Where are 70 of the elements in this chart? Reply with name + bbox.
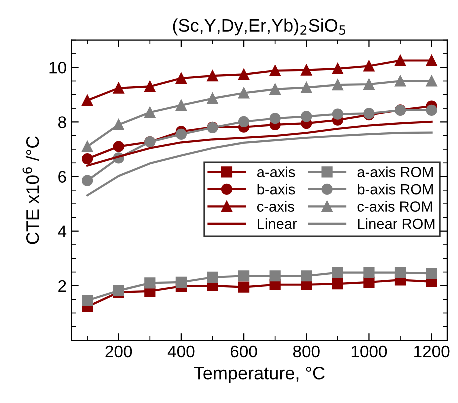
point <box>394 55 406 66</box>
point <box>113 119 124 130</box>
point <box>364 267 375 278</box>
point <box>207 272 218 284</box>
point <box>176 100 187 112</box>
line-series <box>86 132 433 197</box>
point <box>270 113 281 124</box>
point <box>394 267 406 278</box>
point <box>144 81 156 92</box>
point <box>270 84 281 95</box>
point <box>301 82 312 94</box>
point <box>82 175 94 186</box>
point <box>176 128 187 140</box>
point <box>426 268 438 280</box>
point <box>270 65 281 76</box>
legend-label: c-axis <box>257 201 294 212</box>
point <box>113 141 124 152</box>
point <box>176 72 187 84</box>
point <box>207 93 218 104</box>
y-tick-label: 6 <box>58 171 66 183</box>
point <box>332 108 344 120</box>
point <box>113 82 124 94</box>
point <box>144 107 156 118</box>
point <box>301 64 312 76</box>
point <box>426 104 438 116</box>
point <box>238 116 250 128</box>
point <box>207 70 218 82</box>
legend-label: Linear <box>258 218 298 230</box>
y-tick-label: 10 <box>50 62 66 74</box>
x-tick-label: 1200 <box>414 346 450 358</box>
x-tick-label: 400 <box>168 346 195 358</box>
x-tick-label: 1000 <box>352 346 388 358</box>
x-tick-label: 800 <box>293 346 320 358</box>
legend-label: b-axis <box>258 184 296 195</box>
point <box>426 76 438 87</box>
x-tick-label: 600 <box>230 346 258 358</box>
point <box>364 60 375 72</box>
legend-label: b-axis ROM <box>358 184 433 195</box>
point <box>144 278 156 289</box>
y-tick-label: 4 <box>58 226 67 238</box>
y-tick-label: 8 <box>58 116 66 128</box>
point <box>394 76 406 87</box>
point <box>301 111 312 122</box>
point <box>82 141 94 152</box>
legend-label: a-axis <box>257 166 296 178</box>
point <box>238 282 250 293</box>
point <box>301 270 312 282</box>
point <box>270 270 281 282</box>
legend-label: Linear ROM <box>358 218 435 230</box>
legend-label: a-axis ROM <box>358 166 433 178</box>
point <box>238 88 250 99</box>
point <box>364 78 375 90</box>
x-axis-title: Temperature, °C <box>194 366 325 384</box>
point <box>426 55 438 66</box>
point <box>238 69 250 80</box>
legend-label: c-axis ROM <box>358 201 432 212</box>
y-tick-label: 2 <box>58 280 66 292</box>
x-tick-label: 200 <box>106 346 132 358</box>
chart-title: (Sc,Y,Dy,Er,Yb)$_{2}$SiO$_{5}$ <box>173 18 346 36</box>
point <box>332 80 344 91</box>
point <box>364 276 375 288</box>
point <box>332 63 344 75</box>
point <box>176 276 187 288</box>
y-axis-title: CTE x10$^{6}$ /°C <box>22 136 40 244</box>
point <box>82 295 94 306</box>
point <box>332 278 344 290</box>
point <box>82 95 94 106</box>
point <box>332 267 344 278</box>
point <box>238 270 250 282</box>
point <box>82 153 94 165</box>
